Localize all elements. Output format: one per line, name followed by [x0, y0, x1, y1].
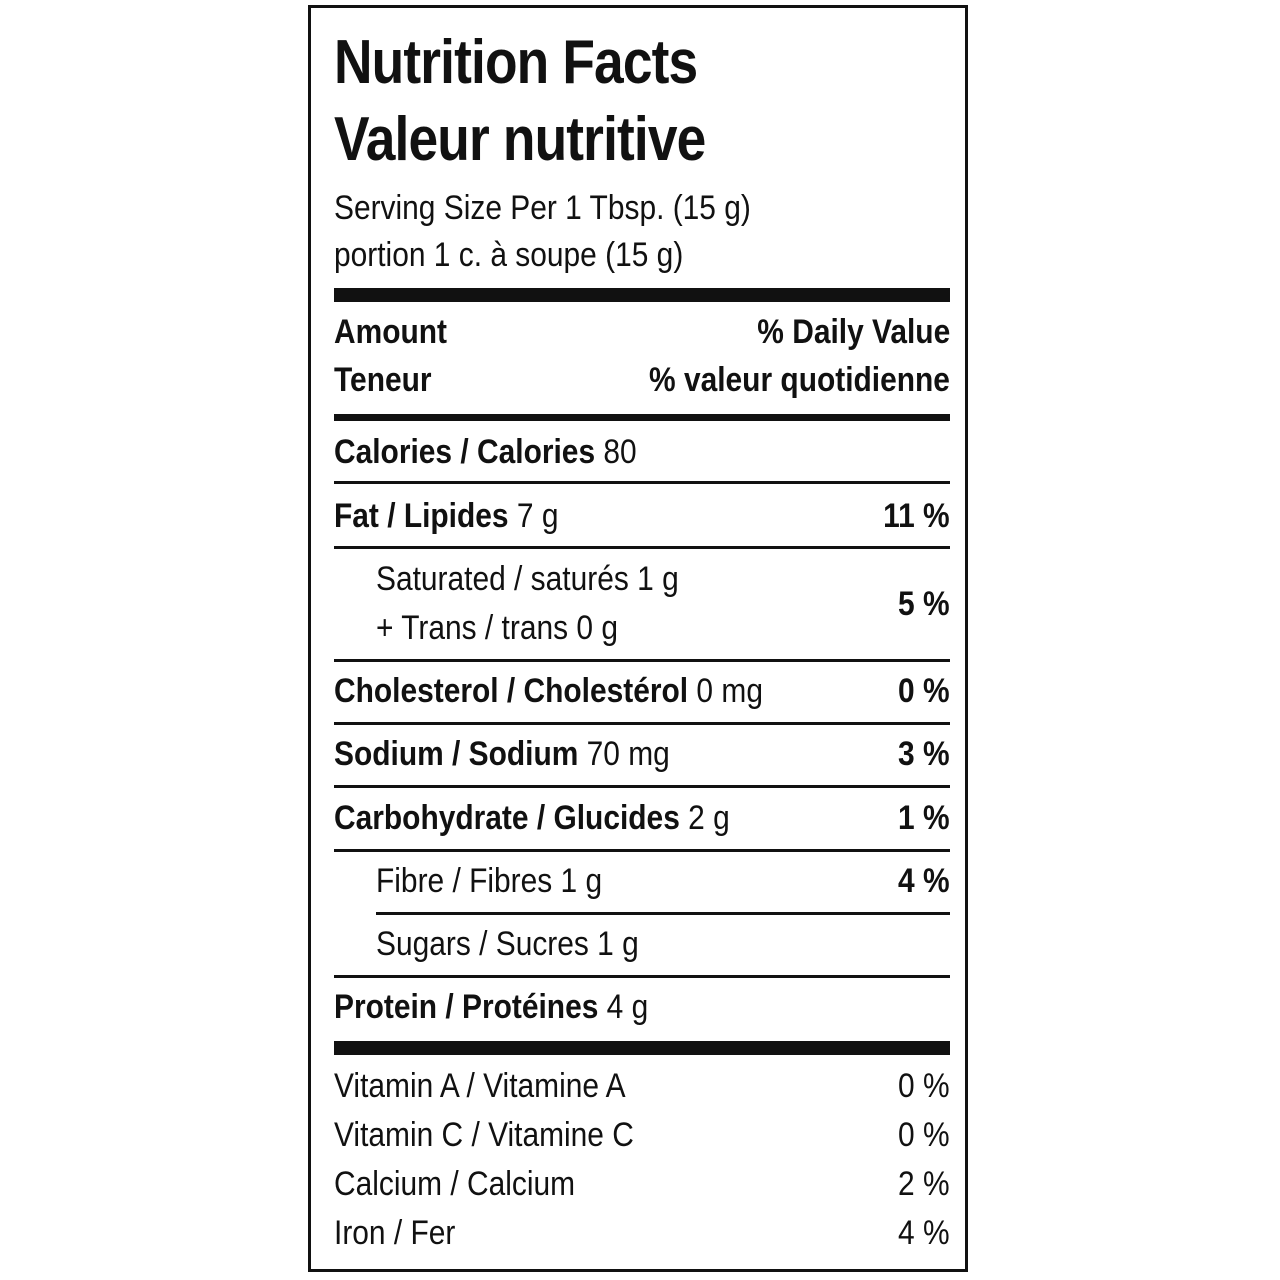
serving-en: Serving Size Per 1 Tbsp. (15 g)	[334, 189, 751, 227]
vitamin-row: Iron / Fer 4 %	[334, 1213, 950, 1252]
vitamin-row: Calcium / Calcium 2 %	[334, 1164, 950, 1203]
calories-row: Calories / Calories 80	[334, 432, 637, 471]
fat-row: Fat / Lipides 7 g	[334, 496, 559, 535]
divider	[334, 288, 950, 302]
cholesterol-row: Cholesterol / Cholestérol 0 mg	[334, 671, 763, 710]
fibre-row: Fibre / Fibres 1 g	[376, 861, 603, 900]
divider	[334, 414, 950, 421]
vq-label: % valeur quotidienne	[649, 360, 950, 399]
sodium-row: Sodium / Sodium 70 mg	[334, 734, 670, 773]
protein-row: Protein / Protéines 4 g	[334, 987, 649, 1026]
dv-label: % Daily Value	[757, 312, 950, 351]
amount-label: Amount	[334, 312, 448, 351]
carbohydrate-row: Carbohydrate / Glucides 2 g	[334, 798, 730, 837]
title-en: Nutrition Facts	[334, 28, 698, 97]
nutrition-label	[308, 5, 968, 1272]
title-fr: Valeur nutritive	[334, 105, 706, 174]
serving-fr: portion 1 c. à soupe (15 g)	[334, 236, 684, 274]
sugars-row: Sugars / Sucres 1 g	[376, 924, 639, 963]
saturated-row: Saturated / saturés 1 g + Trans / trans 0…	[376, 560, 679, 647]
teneur-label: Teneur	[334, 360, 432, 399]
